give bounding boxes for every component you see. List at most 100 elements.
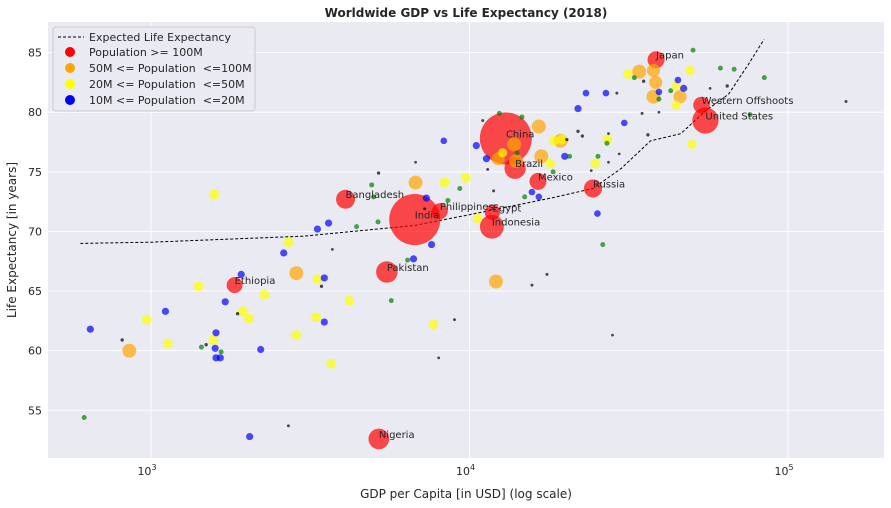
data-point [141, 314, 152, 325]
data-point [246, 432, 254, 441]
data-point [320, 274, 328, 282]
data-point [668, 88, 674, 94]
data-point [607, 132, 610, 136]
data-point [218, 349, 224, 355]
data-point [507, 137, 522, 152]
point-indonesia [479, 214, 504, 239]
data-point [437, 356, 441, 360]
data-point [312, 274, 323, 285]
chart-title: Worldwide GDP vs Life Expectancy (2018) [325, 6, 608, 20]
data-point [445, 197, 451, 203]
data-point [548, 135, 559, 146]
data-point [257, 345, 265, 354]
data-point [457, 186, 463, 192]
data-point [717, 65, 723, 71]
legend-label-orange: 50M <= Population <=100M [89, 62, 252, 75]
data-point [620, 119, 628, 127]
annotation-western-offshoots: Western Offshoots [702, 96, 794, 107]
data-point [631, 75, 637, 81]
data-point [193, 281, 204, 292]
data-point [556, 134, 567, 145]
point-japan [647, 51, 665, 69]
data-points [81, 47, 848, 450]
data-point [243, 313, 254, 324]
data-point [122, 343, 137, 358]
point-russia [583, 179, 603, 198]
data-point [235, 312, 240, 316]
data-point [731, 66, 737, 72]
annotation-india: India [415, 211, 440, 222]
data-point [481, 119, 485, 123]
x-tick-exponent: 4 [470, 463, 475, 472]
data-point [565, 137, 569, 142]
data-point [221, 298, 229, 306]
data-point [671, 100, 681, 110]
data-point [204, 343, 208, 347]
data-point [590, 158, 601, 169]
data-point [646, 63, 661, 78]
data-point [567, 153, 573, 159]
y-tick-label: 60 [28, 345, 42, 358]
annotation-philippines: Philippines [440, 202, 494, 213]
legend-label-red: Population >= 100M [89, 46, 203, 59]
data-point [655, 88, 663, 96]
data-point [408, 175, 423, 190]
data-point [687, 139, 697, 150]
data-point [376, 171, 381, 175]
data-point [375, 219, 381, 225]
y-tick-label: 75 [28, 166, 42, 179]
x-tick-base: 10 [137, 465, 151, 478]
point-bangladesh [336, 189, 356, 209]
x-axis-label: GDP per Capita [in USD] (log scale) [360, 487, 572, 501]
data-point [607, 160, 610, 164]
data-point [615, 91, 619, 95]
data-point [286, 424, 290, 428]
data-point [388, 298, 394, 304]
data-point [428, 319, 439, 330]
data-point [120, 338, 124, 342]
data-point [237, 306, 248, 317]
data-point [439, 177, 450, 188]
data-point [530, 283, 534, 287]
point-pakistan [376, 261, 398, 283]
data-point [674, 76, 682, 84]
annotation-china: China [506, 129, 535, 140]
annotation-indonesia: Indonesia [492, 218, 540, 229]
data-point [622, 69, 633, 79]
data-point [453, 318, 456, 322]
data-point [535, 193, 543, 201]
data-point [237, 270, 245, 278]
data-point [283, 237, 294, 248]
point-india [389, 193, 441, 246]
data-point [259, 289, 270, 300]
point-ethiopia [226, 277, 243, 294]
y-tick-label: 80 [28, 106, 42, 119]
data-point [208, 335, 219, 345]
data-point [580, 134, 585, 138]
gridlines [48, 22, 884, 458]
annotation-mexico: Mexico [538, 172, 573, 183]
x-tick-exponent: 5 [789, 463, 794, 472]
data-point [574, 105, 582, 113]
data-point [545, 272, 549, 276]
country-annotations: China India United States Indonesia Pakistan… [235, 51, 794, 441]
data-point [423, 207, 427, 211]
data-point [519, 114, 525, 120]
data-point [576, 129, 580, 133]
legend-yellow-dot-icon [65, 79, 75, 89]
data-point [81, 414, 87, 420]
data-point [209, 189, 220, 200]
data-point [514, 150, 520, 156]
data-point [86, 325, 94, 333]
data-point [354, 224, 360, 230]
data-point [550, 169, 556, 175]
data-point [671, 81, 681, 91]
data-point [617, 152, 621, 156]
data-point [311, 312, 322, 323]
data-point [522, 194, 528, 200]
data-point [486, 167, 490, 171]
data-point [488, 274, 503, 289]
x-tick-exponent: 3 [151, 463, 156, 472]
data-point [405, 257, 411, 263]
annotation-egypt: Egypt [492, 203, 521, 214]
